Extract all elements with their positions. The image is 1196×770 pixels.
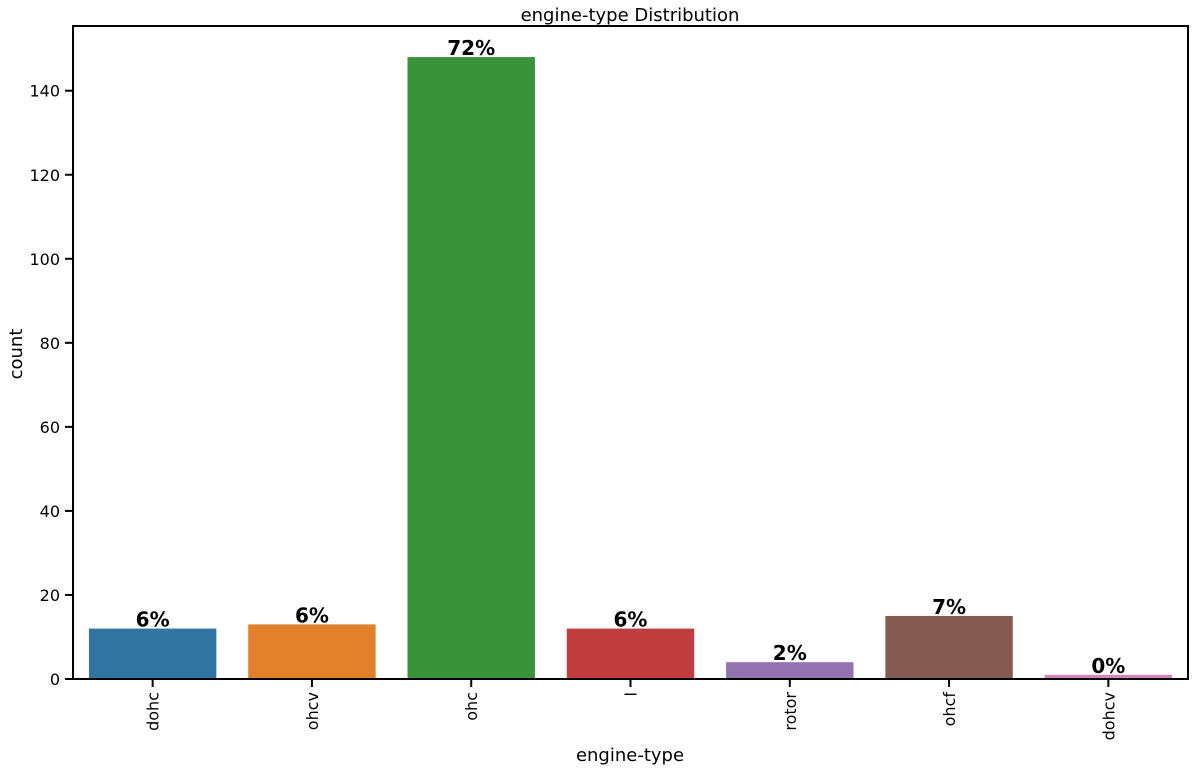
x-tick-label-dohcv: dohcv bbox=[1099, 692, 1118, 740]
bar-ohc bbox=[407, 57, 535, 680]
data-label-dohc: 6% bbox=[136, 608, 170, 632]
x-tick-label-dohc: dohc bbox=[144, 692, 163, 731]
x-tick-label-rotor: rotor bbox=[781, 692, 800, 731]
data-label-ohcv: 6% bbox=[295, 603, 329, 627]
x-tick-label-ohcf: ohcf bbox=[940, 692, 959, 727]
y-axis-label: count bbox=[6, 329, 27, 380]
data-label-ohcf: 7% bbox=[932, 595, 966, 619]
x-axis-label: engine-type bbox=[576, 745, 684, 766]
x-tick-label-ohcv: ohcv bbox=[303, 692, 322, 730]
x-tick-label-ohc: ohc bbox=[462, 692, 481, 721]
data-label-dohcv: 0% bbox=[1091, 654, 1125, 678]
bar-rotor bbox=[726, 662, 854, 679]
plot-frame bbox=[72, 25, 1189, 680]
bar-dohcv bbox=[1044, 674, 1173, 679]
bar-ohcv bbox=[248, 624, 376, 679]
data-label-ohc: 72% bbox=[447, 36, 495, 60]
data-label-rotor: 2% bbox=[773, 641, 807, 665]
y-tick-label: 140 bbox=[29, 82, 60, 101]
x-axis: dohc ohcv ohc l rotor ohcf dohcv bbox=[144, 679, 1118, 740]
bar-l bbox=[566, 628, 695, 679]
y-tick-label: 20 bbox=[40, 586, 60, 605]
y-tick-label: 60 bbox=[40, 418, 60, 437]
y-tick-label: 100 bbox=[29, 250, 60, 269]
y-axis: 0 20 40 60 80 100 120 140 bbox=[29, 82, 73, 689]
y-tick-label: 0 bbox=[50, 670, 60, 689]
bar-ohcf bbox=[885, 615, 1013, 679]
data-label-l: 6% bbox=[614, 608, 648, 632]
bars-group bbox=[88, 57, 1173, 680]
data-labels-group: 6% 6% 72% 6% 2% 7% 0% bbox=[136, 36, 1126, 678]
y-tick-label: 120 bbox=[29, 166, 60, 185]
bar-dohc bbox=[88, 628, 217, 679]
chart-title: engine-type Distribution bbox=[521, 5, 740, 26]
x-tick-label-l: l bbox=[622, 692, 641, 696]
y-tick-label: 80 bbox=[40, 334, 60, 353]
y-tick-label: 40 bbox=[40, 502, 60, 521]
